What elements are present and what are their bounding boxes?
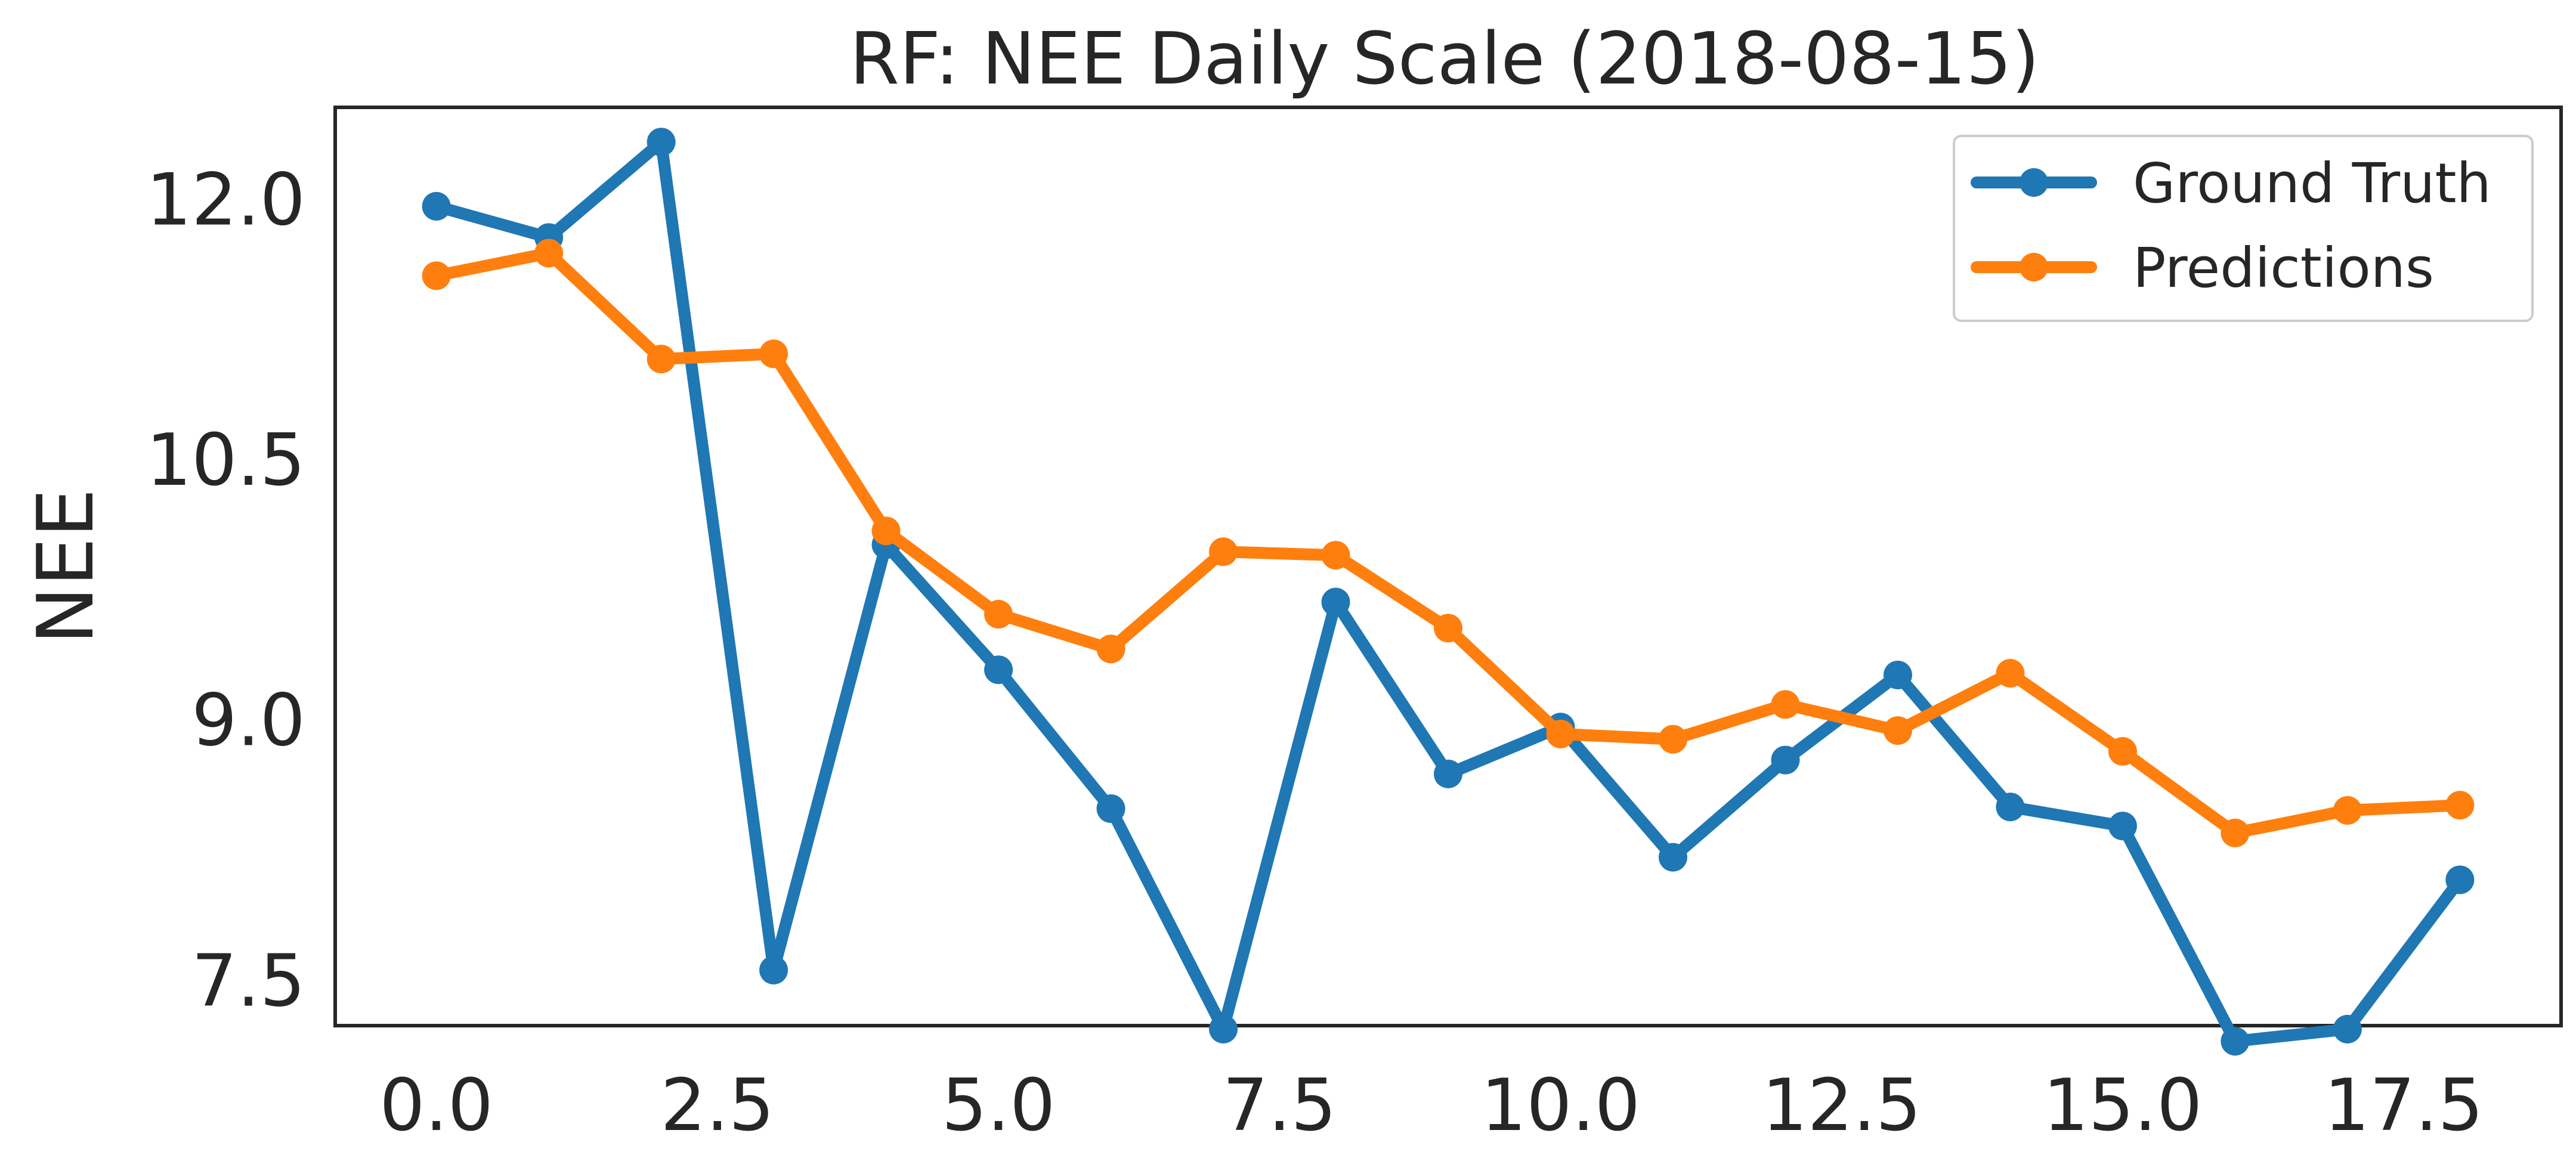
x-tick-label: 0.0: [379, 1064, 493, 1147]
x-tick-label: 12.5: [1762, 1064, 1921, 1147]
data-point-ground-truth: [759, 955, 788, 984]
data-point-ground-truth: [1096, 794, 1125, 823]
data-point-ground-truth: [1996, 792, 2025, 822]
x-tick-label: 10.0: [1481, 1064, 1640, 1147]
legend-box: [1953, 135, 2534, 322]
data-point-predictions: [1546, 719, 1575, 748]
data-point-predictions: [871, 516, 901, 546]
data-point-ground-truth: [422, 191, 451, 221]
series-layer: [422, 128, 2475, 1056]
y-axis-ticks: 7.5 9.0 10.5 12.0: [146, 159, 305, 1023]
x-tick-label: 7.5: [1223, 1064, 1337, 1147]
data-point-ground-truth: [647, 128, 676, 157]
legend-marker-predictions: [2020, 253, 2048, 281]
y-tick-label: 9.0: [191, 680, 305, 763]
data-point-ground-truth: [2333, 1014, 2362, 1044]
data-point-ground-truth: [1434, 759, 1462, 788]
data-point-ground-truth: [2221, 1027, 2250, 1056]
series-predictions: [422, 239, 2475, 847]
data-point-ground-truth: [1658, 843, 1687, 872]
legend-marker-ground-truth: [2020, 168, 2048, 197]
data-point-ground-truth: [984, 655, 1013, 685]
x-tick-label: 15.0: [2043, 1064, 2202, 1147]
data-point-predictions: [1996, 659, 2025, 688]
data-point-predictions: [2445, 791, 2475, 820]
data-point-predictions: [647, 345, 676, 374]
data-point-ground-truth: [2445, 865, 2475, 894]
y-tick-label: 12.0: [146, 159, 305, 242]
plot-area: [333, 106, 2563, 1027]
data-point-predictions: [2333, 796, 2362, 825]
data-point-predictions: [1883, 716, 1912, 745]
data-point-predictions: [534, 239, 564, 268]
data-point-ground-truth: [1209, 1014, 1238, 1044]
data-point-ground-truth: [2108, 812, 2137, 841]
data-point-predictions: [1209, 537, 1238, 566]
chart-title: RF: NEE Daily Scale (2018-08-15): [850, 18, 2040, 101]
data-point-predictions: [422, 261, 451, 290]
data-point-ground-truth: [1883, 660, 1912, 689]
data-point-predictions: [1658, 725, 1687, 754]
data-point-predictions: [2221, 818, 2250, 847]
legend: Ground Truth Predictions: [1953, 135, 2534, 322]
data-point-predictions: [759, 339, 788, 369]
x-tick-label: 17.5: [2324, 1064, 2484, 1147]
data-point-ground-truth: [1771, 745, 1800, 775]
x-tick-label: 5.0: [942, 1064, 1056, 1147]
data-point-predictions: [1434, 614, 1462, 643]
data-point-predictions: [1771, 690, 1800, 719]
y-tick-label: 7.5: [191, 940, 305, 1023]
data-point-predictions: [984, 600, 1013, 629]
data-point-predictions: [1096, 634, 1125, 664]
y-tick-label: 10.5: [146, 419, 305, 502]
x-tick-label: 2.5: [660, 1064, 774, 1147]
legend-label-predictions: Predictions: [2133, 236, 2434, 300]
data-point-predictions: [2108, 737, 2137, 766]
legend-label-ground-truth: Ground Truth: [2133, 151, 2491, 215]
y-axis-label: NEE: [20, 488, 111, 645]
data-point-predictions: [1321, 541, 1350, 570]
x-axis-ticks: 0.0 2.5 5.0 7.5 10.0 12.5 15.0 17.5: [379, 1064, 2484, 1147]
data-point-ground-truth: [1321, 587, 1350, 617]
